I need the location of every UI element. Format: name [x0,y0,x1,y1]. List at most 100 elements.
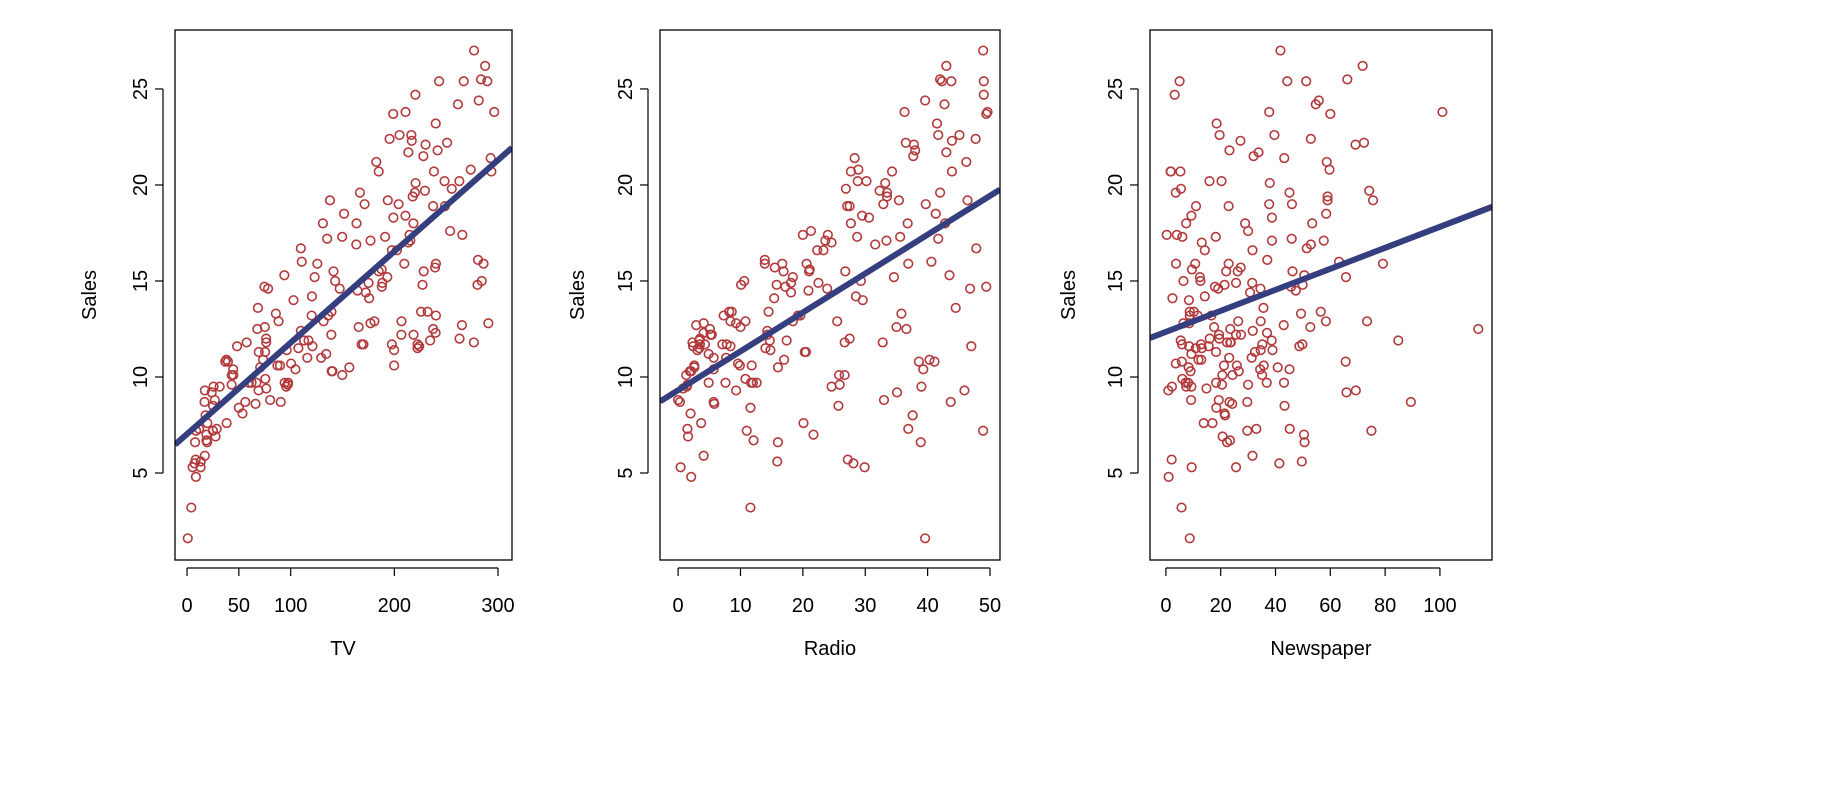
data-point [214,381,225,392]
data-point [849,152,860,164]
y-tick-label: 25 [130,78,152,100]
data-point [312,258,323,269]
data-point [672,394,684,406]
data-point [408,218,419,229]
data-point [1177,231,1188,242]
data-point [936,76,948,87]
data-point [1367,195,1379,206]
data-point [1247,245,1258,256]
data-point [686,366,697,377]
data-point [1186,210,1197,221]
data-point [1171,229,1182,240]
data-point [1216,176,1227,187]
data-point [902,218,913,229]
data-point [899,106,910,118]
data-point [881,235,892,246]
data-point [900,137,911,148]
data-point [409,187,420,198]
data-point [384,133,395,144]
data-point [252,302,264,313]
data-point [241,337,252,348]
data-point [1224,435,1236,446]
x-tick-label: 80 [1374,595,1396,617]
y-tick-label: 20 [615,174,637,196]
data-point [903,423,914,434]
data-point [199,450,210,461]
data-point [351,239,362,250]
data-point [822,283,833,294]
data-point [920,533,931,544]
data-point [708,396,719,408]
data-point [290,364,301,375]
data-point [978,89,989,100]
data-point [337,231,348,242]
data-point [371,156,382,168]
data-point [439,176,450,187]
data-point [226,379,237,390]
data-point [913,356,924,367]
data-point [1243,225,1254,237]
data-point [765,345,776,356]
data-point [1235,135,1246,146]
data-point [833,400,844,411]
data-point [740,373,751,385]
data-point [199,385,210,396]
data-point [801,258,812,269]
data-point [946,76,957,87]
data-point [1286,233,1297,244]
data-point [772,456,783,467]
data-point [981,108,992,120]
data-point [1242,425,1253,436]
data-point [1221,337,1233,348]
x-axis-label: TV [330,638,356,660]
data-point [1184,533,1195,544]
data-point [410,89,421,100]
data-point [893,195,905,206]
y-tick-label: 5 [615,467,637,478]
panel-tv: TV Sales 0 50 100 200 300 5 10 15 20 25 [79,29,515,660]
x-tick-label: 0 [1160,595,1171,617]
data-point [732,358,744,369]
data-point [1181,218,1192,229]
data-point [1264,177,1275,189]
data-point [1198,417,1209,429]
data-point [1219,410,1231,421]
x-tick-label: 60 [1319,595,1341,617]
data-point [228,369,239,381]
data-point [1247,450,1258,461]
data-point [926,256,937,267]
data-point [1190,200,1202,212]
data-point [971,243,982,254]
data-point [1247,277,1258,289]
data-point [1255,316,1266,327]
data-point [982,106,993,118]
data-point [1195,275,1206,287]
data-point [1350,385,1361,396]
data-point [805,225,817,237]
data-point [918,364,929,375]
data-point [842,454,853,465]
data-point [324,195,336,206]
data-point [826,237,837,248]
data-point [430,310,442,321]
data-point [377,277,388,289]
data-point [1186,462,1197,473]
data-point [208,381,219,392]
data-point [1290,285,1301,296]
data-point [1178,275,1189,287]
data-point [419,185,431,196]
y-tick-label: 25 [615,78,637,100]
data-point [326,366,337,377]
data-point [726,306,737,317]
data-point [261,383,272,394]
data-point [964,283,976,294]
x-tick-label: 30 [854,595,876,617]
data-point [1298,429,1310,440]
data-point [1170,358,1181,369]
data-point [1216,379,1228,390]
data-point [303,335,314,346]
data-point [978,76,989,87]
data-point [1258,302,1269,313]
data-point [1264,106,1275,118]
